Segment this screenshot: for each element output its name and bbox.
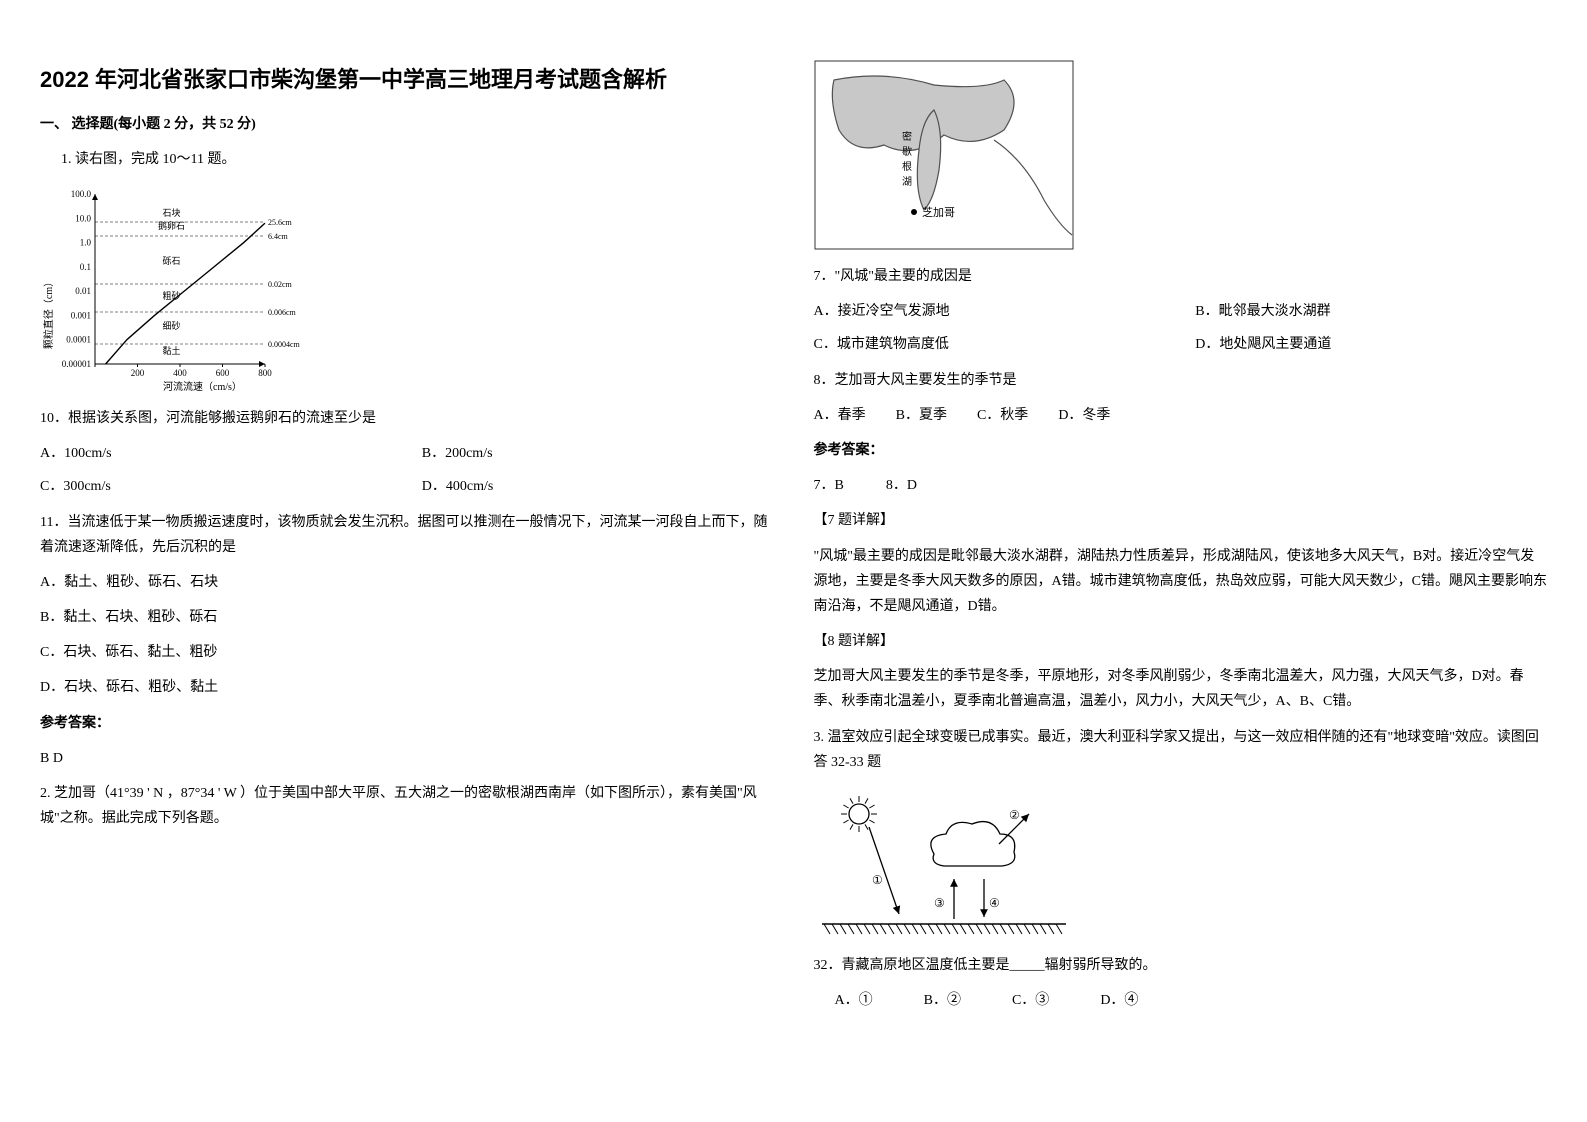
q32-opt-c: C．③ <box>991 988 1049 1013</box>
q8-detail-label: 【8 题详解】 <box>814 629 1548 654</box>
q78-answer: 7．B 8．D <box>814 473 1548 498</box>
q7-detail-label: 【7 题详解】 <box>814 508 1548 533</box>
section-heading: 一、 选择题(每小题 2 分，共 52 分) <box>40 112 774 137</box>
svg-text:砾石: 砾石 <box>162 255 180 266</box>
q8-opt-a: A．春季 <box>814 403 866 428</box>
q10-opt-d: D．400cm/s <box>422 474 774 499</box>
svg-text:密: 密 <box>902 130 912 143</box>
q7-opt-d: D．地处飓风主要通道 <box>1195 332 1547 357</box>
svg-text:③: ③ <box>934 896 945 910</box>
q11-opt-a: A．黏土、粗砂、砾石、石块 <box>40 570 774 595</box>
q8-options: A．春季 B．夏季 C．秋季 D．冬季 <box>814 403 1548 428</box>
q7-detail: "风城"最主要的成因是毗邻最大淡水湖群，湖陆热力性质差异，形成湖陆风，使该地多大… <box>814 544 1548 620</box>
radiation-diagram: ① ② ③ ④ <box>814 789 1074 939</box>
chicago-map: 芝加哥 密歇根湖 <box>814 60 1074 250</box>
svg-text:0.0004cm: 0.0004cm <box>268 340 301 349</box>
svg-text:0.006cm: 0.006cm <box>268 308 297 317</box>
q10-opt-b: B．200cm/s <box>422 441 774 466</box>
svg-text:0.02cm: 0.02cm <box>268 280 293 289</box>
svg-text:400: 400 <box>173 368 187 378</box>
q10-text: 10．根据该关系图，河流能够搬运鹅卵石的流速至少是 <box>40 406 774 431</box>
svg-text:800: 800 <box>258 368 272 378</box>
q11-text: 11．当流速低于某一物质搬运速度时，该物质就会发生沉积。据图可以推测在一般情况下… <box>40 510 774 560</box>
svg-text:0.0001: 0.0001 <box>66 335 91 345</box>
q11-opt-d: D．石块、砾石、粗砂、黏土 <box>40 675 774 700</box>
svg-text:6.4cm: 6.4cm <box>268 232 289 241</box>
svg-text:①: ① <box>872 873 883 887</box>
q10-opt-a: A．100cm/s <box>40 441 392 466</box>
svg-text:10.0: 10.0 <box>75 213 91 223</box>
svg-text:石块: 石块 <box>162 207 180 218</box>
svg-text:黏土: 黏土 <box>162 345 180 356</box>
svg-text:鹅卵石: 鹅卵石 <box>158 220 185 231</box>
answer-label-2: 参考答案： <box>814 438 1548 463</box>
q2-intro: 2. 芝加哥（41°39 ' N ，87°34 ' W ）位于美国中部大平原、五… <box>40 781 774 831</box>
q11-opt-b: B．黏土、石块、粗砂、砾石 <box>40 605 774 630</box>
q10-options: A．100cm/s B．200cm/s C．300cm/s D．400cm/s <box>40 441 774 499</box>
svg-text:1.0: 1.0 <box>80 238 92 248</box>
q32-text: 32．青藏高原地区温度低主要是_____辐射弱所导致的。 <box>814 953 1548 978</box>
q11-opt-c: C．石块、砾石、黏土、粗砂 <box>40 640 774 665</box>
answer-label-1: 参考答案： <box>40 711 774 736</box>
page-title: 2022 年河北省张家口市柴沟堡第一中学高三地理月考试题含解析 <box>40 60 774 100</box>
q8-opt-b: B．夏季 <box>896 403 947 428</box>
svg-text:河流流速（cm/s）: 河流流速（cm/s） <box>163 380 242 393</box>
svg-text:④: ④ <box>989 896 1000 910</box>
svg-text:粗砂: 粗砂 <box>162 290 180 301</box>
q8-detail: 芝加哥大风主要发生的季节是冬季，平原地形，对冬季风削弱少，冬季南北温差大，风力强… <box>814 664 1548 714</box>
svg-text:600: 600 <box>216 368 230 378</box>
q10-opt-c: C．300cm/s <box>40 474 392 499</box>
svg-text:歇: 歇 <box>902 146 912 158</box>
svg-text:0.01: 0.01 <box>75 286 91 296</box>
svg-text:100.0: 100.0 <box>71 189 92 199</box>
q7-opt-b: B．毗邻最大淡水湖群 <box>1195 299 1547 324</box>
q32-opt-b: B．② <box>903 988 961 1013</box>
right-column: 芝加哥 密歇根湖 7．"风城"最主要的成因是 A．接近冷空气发源地 B．毗邻最大淡… <box>814 60 1548 1019</box>
svg-text:200: 200 <box>131 368 145 378</box>
q8-opt-c: C．秋季 <box>977 403 1028 428</box>
svg-text:芝加哥: 芝加哥 <box>922 206 955 219</box>
svg-text:根: 根 <box>902 160 912 173</box>
svg-text:细砂: 细砂 <box>162 320 180 331</box>
q32-options: A．① B．② C．③ D．④ <box>814 988 1548 1013</box>
left-column: 2022 年河北省张家口市柴沟堡第一中学高三地理月考试题含解析 一、 选择题(每… <box>40 60 774 1019</box>
q3-intro: 3. 温室效应引起全球变暖已成事实。最近，澳大利亚科学家又提出，与这一效应相伴随… <box>814 725 1548 775</box>
q32-opt-a: A．① <box>814 988 873 1013</box>
q7-text: 7．"风城"最主要的成因是 <box>814 264 1548 289</box>
q7-opt-c: C．城市建筑物高度低 <box>814 332 1166 357</box>
sediment-chart: 100.0 10.0 1.0 0.1 0.01 0.001 0.0001 0.00001 200… <box>40 184 320 394</box>
svg-text:②: ② <box>1009 808 1020 822</box>
svg-text:0.00001: 0.00001 <box>62 359 91 369</box>
q8-opt-d: D．冬季 <box>1058 403 1110 428</box>
q10-11-answer: B D <box>40 746 774 771</box>
q8-text: 8．芝加哥大风主要发生的季节是 <box>814 368 1548 393</box>
svg-text:0.1: 0.1 <box>80 262 91 272</box>
svg-text:25.6cm: 25.6cm <box>268 218 293 227</box>
q32-opt-d: D．④ <box>1079 988 1138 1013</box>
q7-opt-a: A．接近冷空气发源地 <box>814 299 1166 324</box>
svg-text:湖: 湖 <box>902 176 912 188</box>
q7-options: A．接近冷空气发源地 B．毗邻最大淡水湖群 C．城市建筑物高度低 D．地处飓风主… <box>814 299 1548 357</box>
q1-intro: 1. 读右图，完成 10～11 题。 <box>40 147 774 172</box>
svg-text:0.001: 0.001 <box>71 310 91 320</box>
svg-text:颗粒直径（cm）: 颗粒直径（cm） <box>42 277 55 349</box>
